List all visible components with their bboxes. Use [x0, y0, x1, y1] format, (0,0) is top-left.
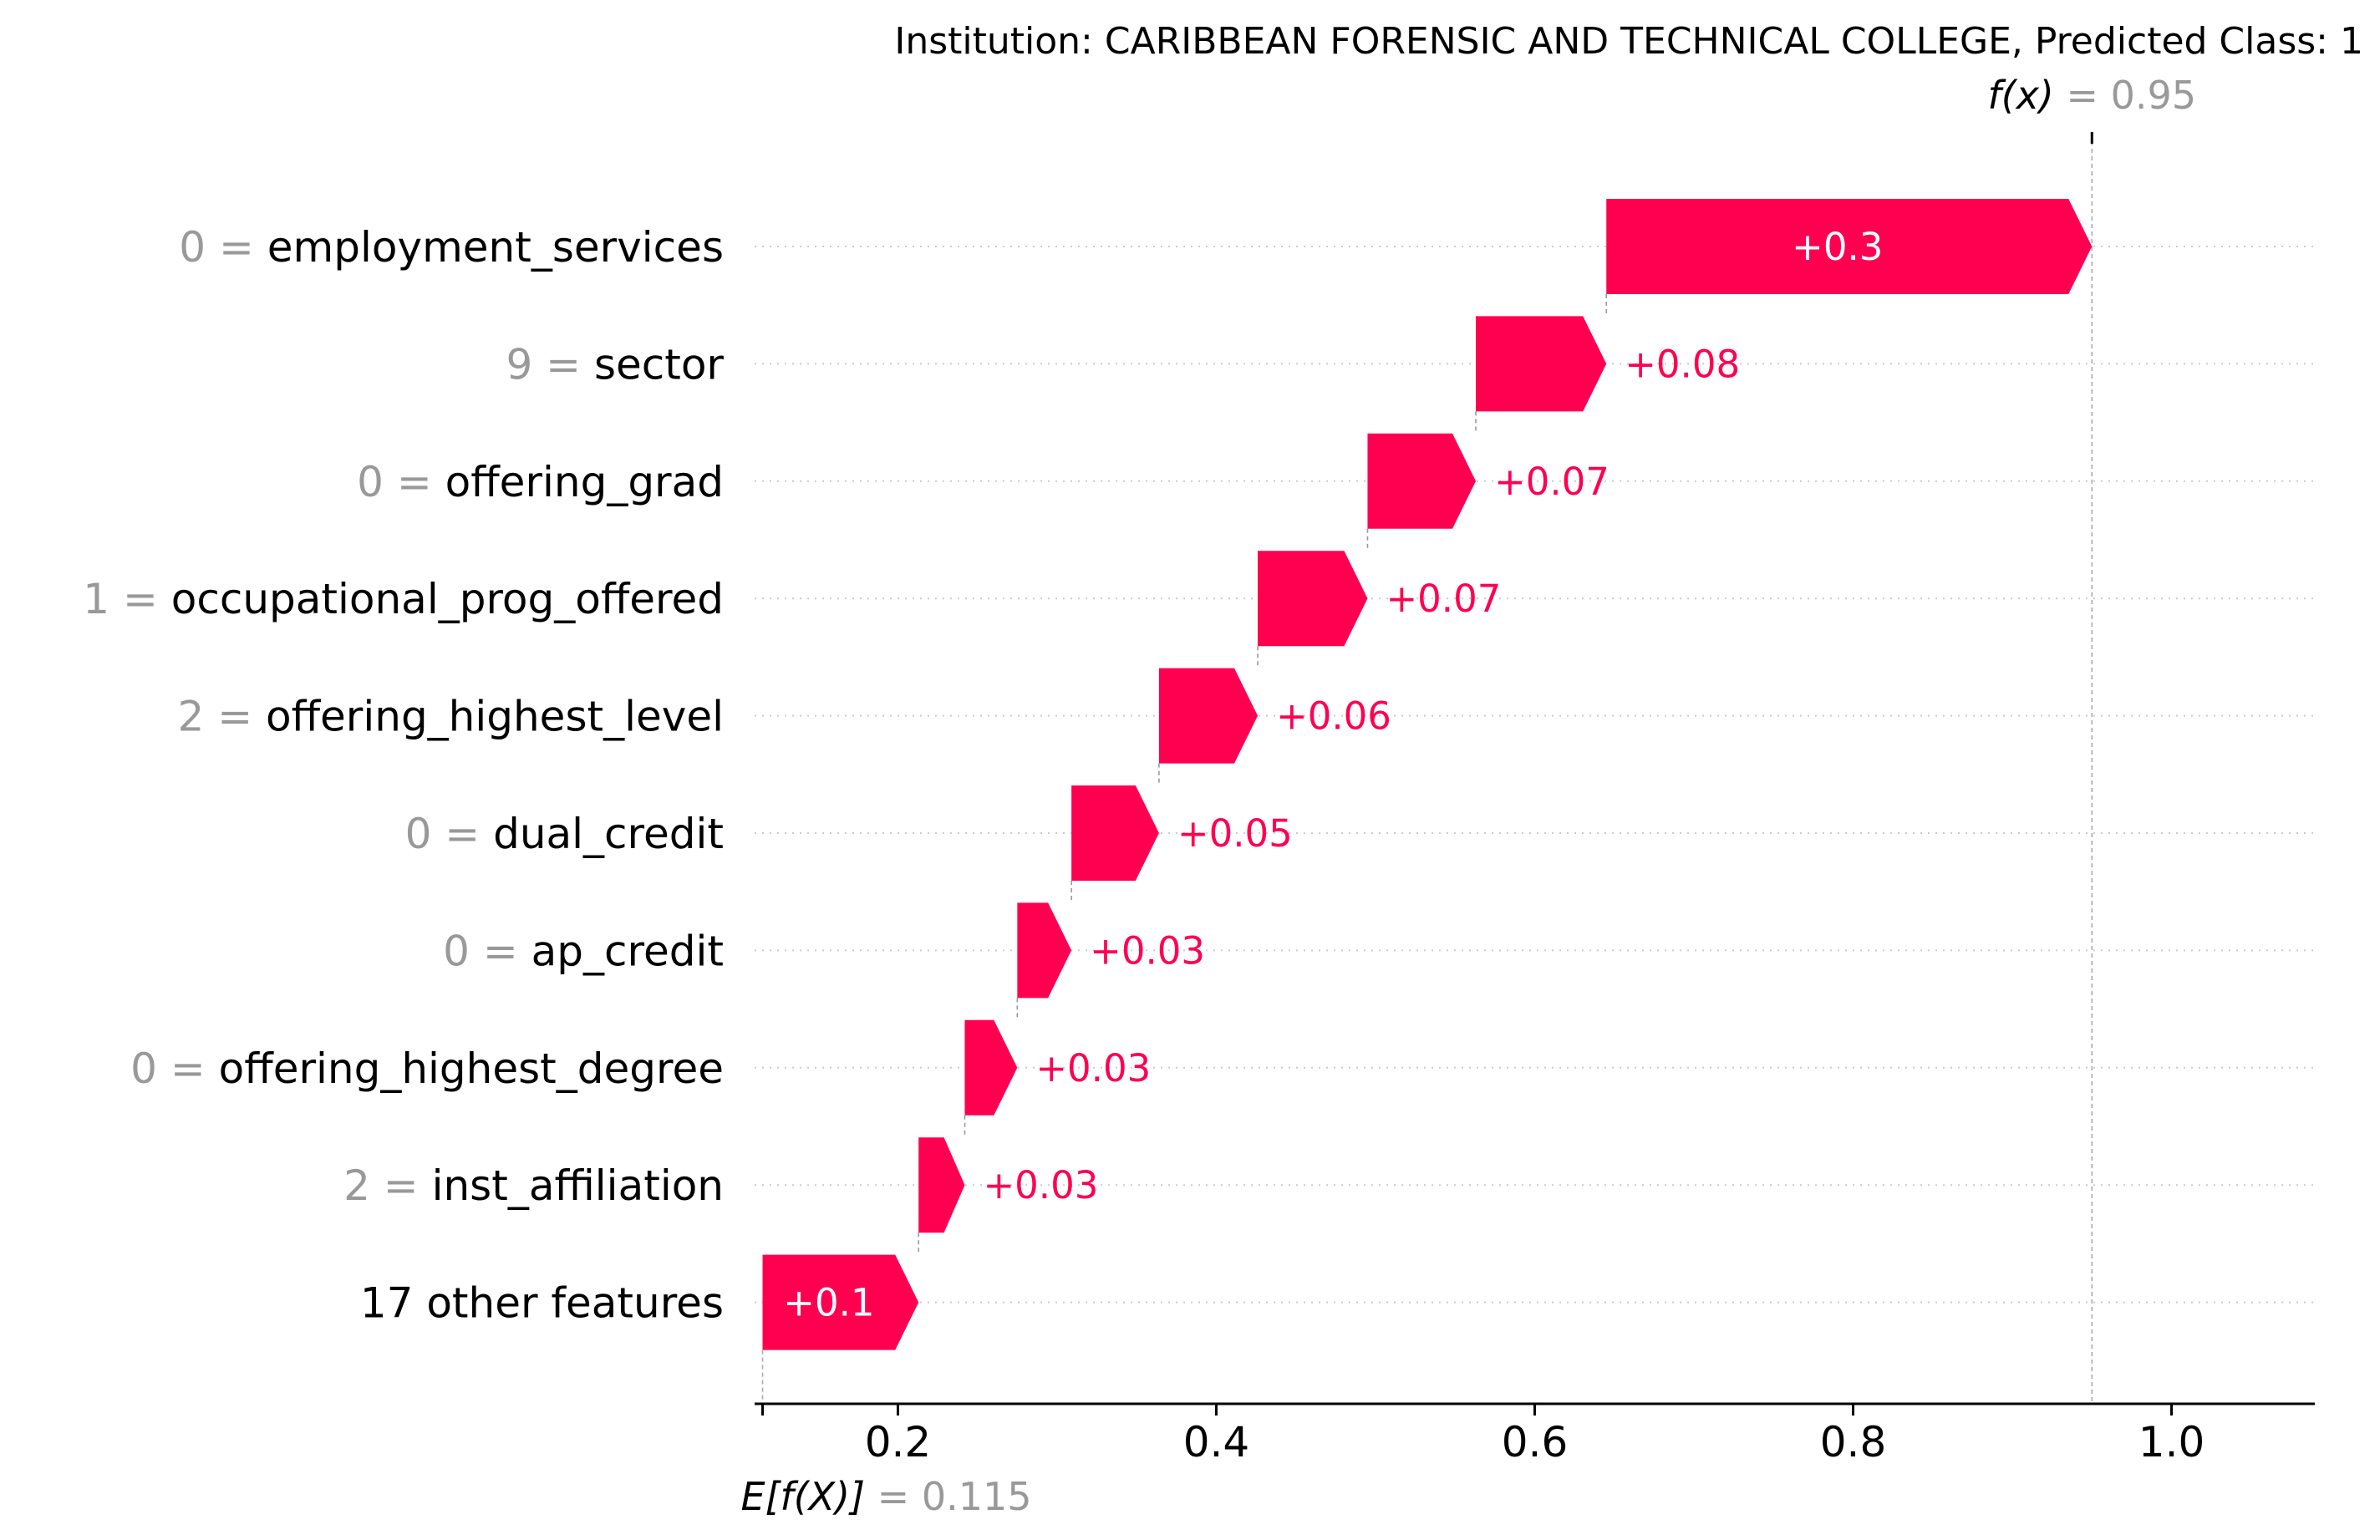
labels: +0.3 0 = employment_services +0.08 9 = sect… — [83, 223, 1883, 1328]
bar-value-label: +0.3 — [1792, 225, 1883, 269]
connector-lines — [761, 134, 2093, 1404]
feature-name: sector — [594, 340, 724, 389]
contribution-bar — [964, 1019, 1018, 1116]
value-markers: f(x) = 0.95 E[f(X)] = 0.115 — [741, 73, 2197, 1519]
feature-name: employment_services — [267, 223, 724, 272]
feature-label: 0 = offering_highest_degree — [130, 1044, 724, 1093]
feature-value: 1 = — [83, 575, 171, 623]
bar-value-label: +0.07 — [1386, 577, 1501, 621]
feature-label: 0 = offering_grad — [357, 458, 724, 506]
feature-name: offering_grad — [445, 458, 724, 506]
fx-value: = 0.95 — [2054, 73, 2196, 118]
feature-value: 0 = — [130, 1044, 219, 1093]
feature-name: offering_highest_degree — [219, 1044, 724, 1093]
contribution-bar — [1017, 902, 1072, 999]
contribution-bar — [1476, 316, 1607, 412]
feature-label: 2 = inst_affiliation — [343, 1161, 724, 1210]
feature-value: 0 = — [179, 223, 267, 272]
feature-value: 0 = — [357, 458, 445, 506]
contribution-bar — [762, 1254, 919, 1350]
feature-label: 0 = ap_credit — [443, 927, 724, 975]
contribution-bar — [1071, 785, 1159, 881]
x-tick-label: 1.0 — [2138, 1418, 2205, 1466]
feature-value: 0 = — [443, 927, 531, 975]
contribution-bar — [1606, 199, 2093, 294]
feature-name: ap_credit — [531, 927, 724, 975]
bar-value-label: +0.03 — [1090, 928, 1205, 973]
feature-value: 2 = — [178, 693, 267, 741]
bar-value-label: +0.03 — [983, 1163, 1098, 1207]
contribution-bar — [918, 1137, 965, 1233]
x-tick-label: 0.6 — [1502, 1418, 1569, 1466]
feature-value: 2 = — [343, 1161, 432, 1210]
contribution-bar — [1367, 433, 1477, 529]
contribution-bar — [1158, 668, 1259, 764]
bar-value-label: +0.05 — [1177, 811, 1293, 856]
feature-value: 0 = — [405, 810, 494, 858]
x-tick-label: 0.8 — [1820, 1418, 1887, 1466]
contribution-bar — [1258, 551, 1368, 647]
feature-name: occupational_prog_offered — [171, 575, 724, 623]
x-axis: 0.2 0.4 0.6 0.8 1.0 — [755, 1402, 2315, 1466]
base-value-label: E[f(X)] = 0.115 — [741, 1474, 1032, 1519]
feature-name: offering_highest_level — [266, 693, 724, 741]
feature-value: 9 = — [506, 340, 594, 389]
feature-label: 2 = offering_highest_level — [178, 693, 725, 741]
x-tick-label: 0.4 — [1183, 1418, 1250, 1466]
feature-name: inst_affiliation — [432, 1161, 724, 1210]
feature-label: 17 other features — [360, 1279, 724, 1328]
x-tick-label: 0.2 — [865, 1418, 932, 1466]
bar-value-label: +0.03 — [1035, 1046, 1151, 1090]
bar-value-label: +0.08 — [1625, 342, 1740, 386]
bars — [762, 199, 2093, 1350]
feature-label: 9 = sector — [506, 340, 724, 389]
feature-label: 1 = occupational_prog_offered — [83, 575, 724, 623]
chart-title: Institution: CARIBBEAN FORENSIC AND TECH… — [894, 20, 2363, 63]
feature-label: 0 = employment_services — [179, 223, 724, 272]
bar-value-label: +0.07 — [1494, 460, 1610, 504]
efx-value: = 0.115 — [865, 1474, 1031, 1519]
feature-name: 17 other features — [360, 1279, 724, 1328]
fx-symbol: f(x) — [1988, 73, 2054, 118]
bar-value-label: +0.1 — [783, 1281, 874, 1325]
efx-symbol: E[f(X)] — [741, 1474, 866, 1519]
feature-name: dual_credit — [493, 810, 724, 858]
feature-label: 0 = dual_credit — [405, 810, 724, 858]
output-value-label: f(x) = 0.95 — [1988, 73, 2197, 118]
bar-value-label: +0.06 — [1276, 694, 1391, 739]
